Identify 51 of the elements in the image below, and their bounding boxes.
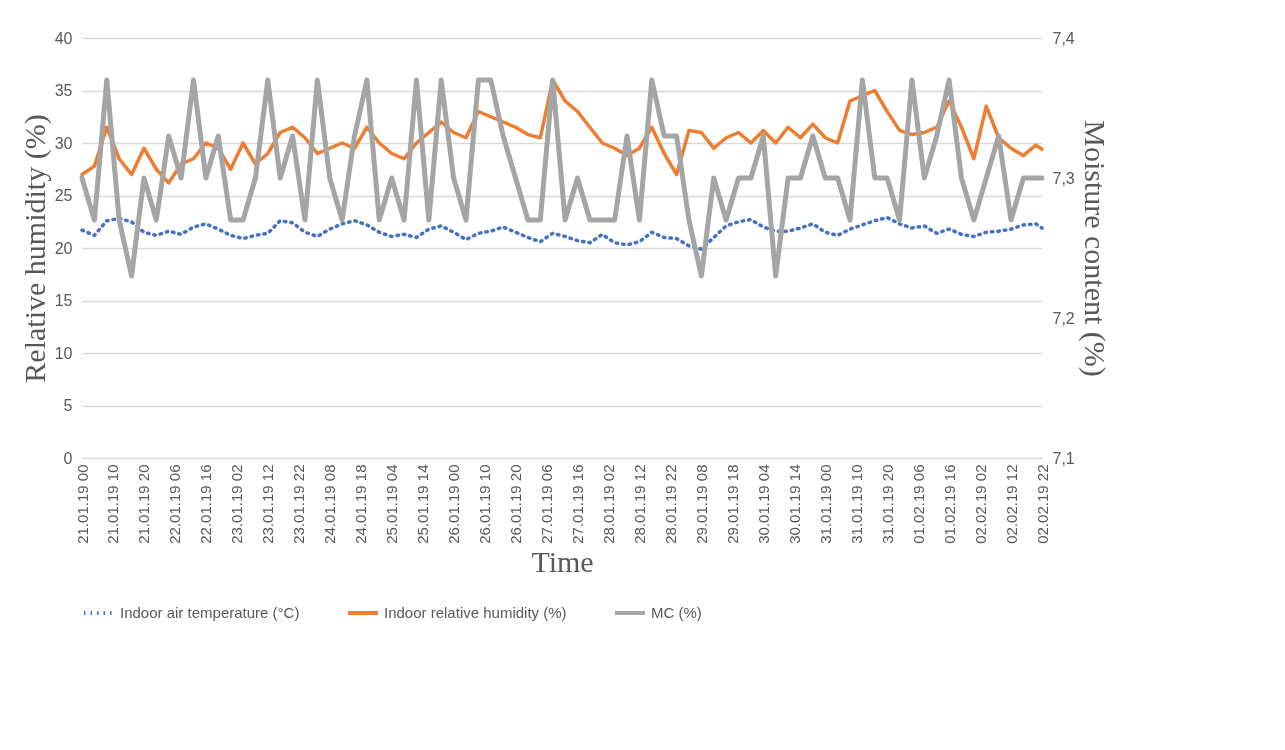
x-tick-label: 02.02.19 22 bbox=[1033, 464, 1051, 544]
x-tick-label: 31.01.19 10 bbox=[847, 464, 865, 544]
x-tick-label: 23.01.19 22 bbox=[290, 464, 308, 544]
x-tick-label: 21.01.19 20 bbox=[135, 464, 153, 544]
x-tick-label: 01.02.19 06 bbox=[909, 464, 927, 544]
y-tick-label: 30 bbox=[54, 134, 73, 152]
x-tick-label: 29.01.19 08 bbox=[692, 464, 710, 544]
x-tick-label: 26.01.19 00 bbox=[445, 464, 463, 544]
x-tick-label: 25.01.19 14 bbox=[414, 464, 432, 544]
x-tick-label: 30.01.19 04 bbox=[754, 464, 772, 544]
x-tick-label: 27.01.19 06 bbox=[538, 464, 556, 544]
x-tick-label: 02.02.19 12 bbox=[1002, 464, 1020, 544]
x-tick-label: 28.01.19 22 bbox=[661, 464, 679, 544]
x-tick-label: 28.01.19 12 bbox=[630, 464, 648, 544]
y-tick-label: 0 bbox=[63, 449, 73, 467]
x-axis-title: Time bbox=[531, 544, 594, 578]
x-tick-label: 29.01.19 18 bbox=[723, 464, 741, 544]
x-tick-label: 21.01.19 00 bbox=[73, 464, 91, 544]
y-tick-label: 20 bbox=[54, 239, 73, 257]
y2-axis-title: Moisture content (%) bbox=[1077, 120, 1112, 377]
y-tick-label: 5 bbox=[63, 397, 73, 414]
legend-label: Indoor relative humidity (%) bbox=[384, 604, 567, 621]
x-tick-label: 24.01.19 18 bbox=[352, 464, 370, 544]
x-tick-label: 02.02.19 02 bbox=[971, 464, 989, 544]
y2-tick-label: 7,3 bbox=[1052, 169, 1075, 187]
x-tick-label: 28.01.19 02 bbox=[599, 464, 617, 544]
y2-tick-label: 7,1 bbox=[1052, 449, 1075, 467]
x-tick-label: 21.01.19 10 bbox=[104, 464, 122, 544]
y-tick-label: 40 bbox=[54, 29, 73, 47]
x-tick-label: 31.01.19 00 bbox=[816, 464, 834, 544]
x-tick-label: 22.01.19 06 bbox=[166, 464, 184, 544]
legend-label: Indoor air temperature (°C) bbox=[120, 604, 300, 621]
y-tick-label: 35 bbox=[54, 82, 73, 99]
x-tick-label: 24.01.19 08 bbox=[321, 464, 339, 544]
y2-tick-label: 7,4 bbox=[1052, 29, 1075, 47]
x-tick-label: 22.01.19 16 bbox=[197, 464, 215, 544]
x-tick-label: 27.01.19 16 bbox=[568, 464, 586, 544]
x-tick-label: 23.01.19 02 bbox=[228, 464, 246, 544]
x-tick-label: 31.01.19 20 bbox=[878, 464, 896, 544]
x-tick-label: 26.01.19 10 bbox=[476, 464, 494, 544]
x-tick-label: 30.01.19 14 bbox=[785, 464, 803, 544]
x-tick-label: 26.01.19 20 bbox=[507, 464, 525, 544]
y2-tick-label: 7,2 bbox=[1052, 309, 1075, 327]
x-tick-label: 25.01.19 04 bbox=[383, 464, 401, 544]
y-tick-label: 25 bbox=[54, 187, 73, 204]
legend-label: MC (%) bbox=[651, 604, 702, 621]
x-tick-label: 01.02.19 16 bbox=[940, 464, 958, 544]
y-tick-label: 15 bbox=[54, 292, 73, 309]
x-tick-label: 23.01.19 12 bbox=[259, 464, 277, 544]
y-tick-label: 10 bbox=[54, 344, 73, 362]
y-axis-title: Relative humidity (%) bbox=[17, 114, 52, 383]
